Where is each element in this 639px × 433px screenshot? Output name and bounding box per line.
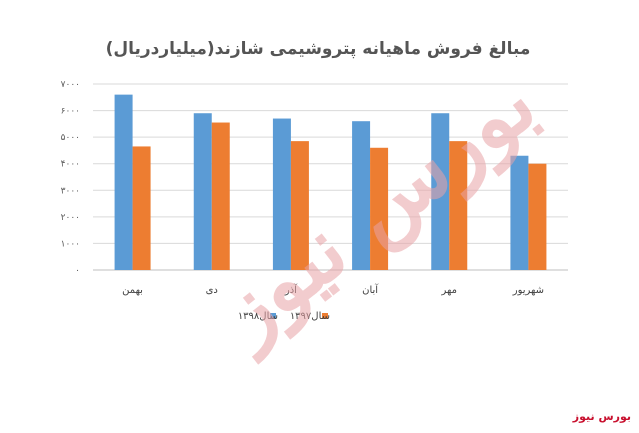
bar: [449, 141, 468, 270]
category-label: آبان: [362, 283, 379, 296]
bar: [370, 147, 389, 270]
y-tick-label: ۳۰۰۰: [61, 186, 80, 196]
bar: [528, 163, 547, 270]
gridlines: [93, 83, 568, 271]
y-tick-label: ۰: [75, 266, 80, 276]
y-tick-label: ۶۰۰۰: [61, 107, 80, 117]
bars: [114, 94, 547, 271]
category-label: بهمن: [122, 285, 143, 296]
y-tick-label: ۲۰۰۰: [61, 213, 80, 223]
legend-label: سال۱۳۹۷: [290, 311, 330, 322]
bar: [114, 94, 133, 270]
y-tick-label: ۴۰۰۰: [61, 160, 80, 170]
y-tick-label: ۵۰۰۰: [61, 133, 80, 143]
bar: [211, 122, 230, 271]
category-label: شهریور: [512, 285, 544, 296]
bar: [132, 146, 151, 270]
category-label: مهر: [441, 285, 457, 296]
bar: [193, 113, 212, 270]
legend-swatch: [322, 313, 328, 319]
legend: سال۱۳۹۸ سال۱۳۹۷: [238, 311, 330, 322]
bar: [352, 121, 371, 270]
bar: [290, 141, 309, 270]
watermark: بورس نیوز: [196, 53, 555, 365]
watermark-logo: بورس نیوز: [196, 53, 555, 365]
bar: [510, 155, 529, 270]
legend-label: سال۱۳۹۸: [238, 311, 278, 322]
site-logo: بورس نیوز: [572, 410, 631, 423]
legend-swatch: [270, 313, 276, 319]
bar: [272, 118, 291, 271]
category-label: آذر: [284, 283, 298, 296]
bar: [431, 113, 450, 270]
chart-title: مبالغ فروش ماهیانه پتروشیمی شازند(میلیار…: [106, 39, 531, 59]
y-tick-label: ۷۰۰۰: [61, 80, 80, 90]
x-axis-labels: شهریور مهر آبان آذر دی بهمن: [122, 283, 544, 296]
y-tick-label: ۱۰۰۰: [61, 239, 80, 249]
y-axis-ticks: ۰ ۱۰۰۰ ۲۰۰۰ ۳۰۰۰ ۴۰۰۰ ۵۰۰۰ ۶۰۰۰ ۷۰۰۰: [61, 80, 80, 276]
category-label: دی: [206, 285, 218, 296]
